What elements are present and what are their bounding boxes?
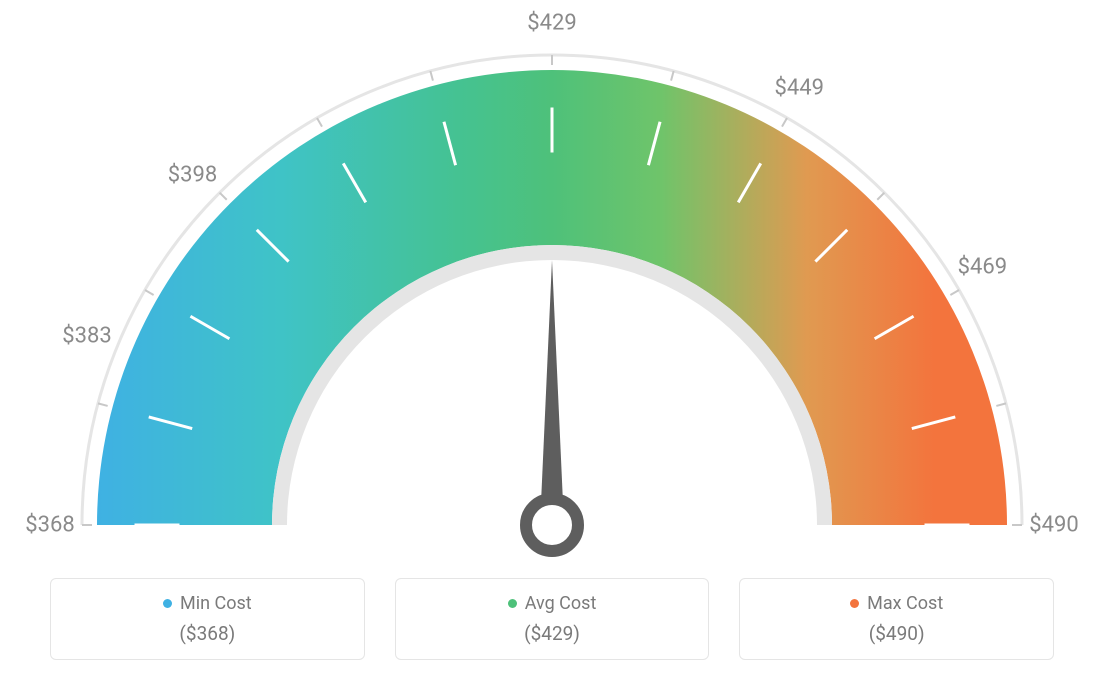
legend-card-min: Min Cost ($368)	[50, 578, 365, 660]
legend-value-max: ($490)	[750, 622, 1043, 645]
legend-label-min: Min Cost	[180, 593, 252, 614]
legend-value-min: ($368)	[61, 622, 354, 645]
legend-card-avg: Avg Cost ($429)	[395, 578, 710, 660]
gauge-tick-label: $429	[527, 11, 576, 36]
legend-label-max: Max Cost	[867, 593, 943, 614]
legend-dot-max	[850, 599, 859, 608]
gauge-area: $368 $383 $398 $429 $449 $469 $490	[0, 0, 1104, 560]
legend-title-max: Max Cost	[850, 593, 943, 614]
legend-card-max: Max Cost ($490)	[739, 578, 1054, 660]
legend-row: Min Cost ($368) Avg Cost ($429) Max Cost…	[50, 578, 1054, 660]
legend-value-avg: ($429)	[406, 622, 699, 645]
gauge-tick-label: $449	[775, 76, 824, 101]
gauge-tick-label: $490	[1029, 513, 1078, 538]
gauge-tick-label: $368	[25, 513, 74, 538]
gauge-tick-label: $383	[62, 323, 111, 348]
legend-title-avg: Avg Cost	[508, 593, 597, 614]
cost-gauge-chart: $368 $383 $398 $429 $449 $469 $490 Min Cost ($…	[0, 0, 1104, 690]
legend-title-min: Min Cost	[163, 593, 252, 614]
gauge-tick-label: $469	[958, 254, 1007, 279]
legend-dot-min	[163, 599, 172, 608]
gauge-svg	[0, 0, 1104, 560]
gauge-tick-label: $398	[168, 162, 217, 187]
legend-label-avg: Avg Cost	[525, 593, 597, 614]
legend-dot-avg	[508, 599, 517, 608]
